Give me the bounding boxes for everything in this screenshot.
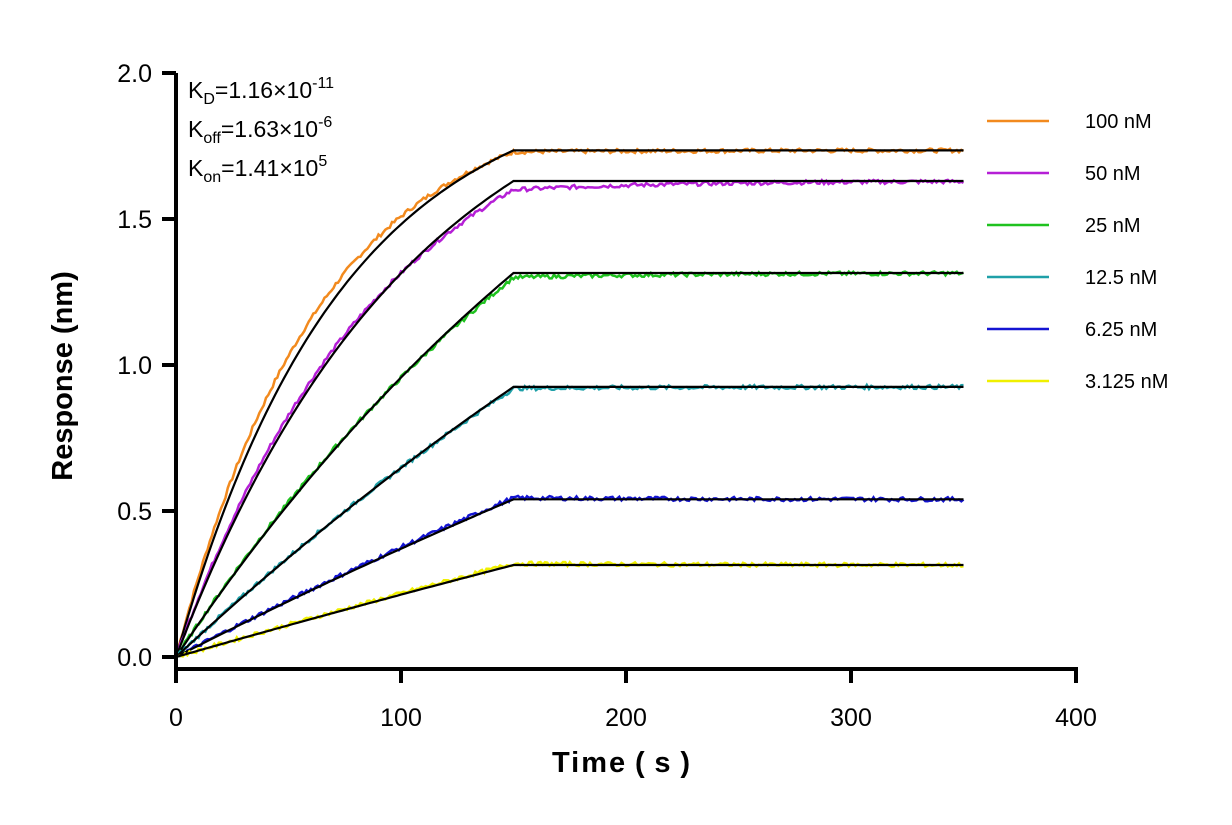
legend-label-3: 25 nM	[1085, 215, 1141, 237]
y-tick-label: 0.5	[117, 498, 152, 526]
legend-label-4: 12.5 nM	[1085, 267, 1157, 289]
x-tick-label: 400	[1055, 704, 1097, 732]
series-line-6	[175, 560, 964, 659]
legend-label-5: 6.25 nM	[1085, 319, 1157, 341]
legend-label-1: 100 nM	[1085, 111, 1152, 133]
x-tick-label: 300	[830, 704, 872, 732]
y-tick-label: 1.5	[117, 206, 152, 234]
fit-line-3	[175, 271, 964, 658]
kinetic-constants-annotation: KD=1.16×10-11 Koff=1.63×10-6 Kon=1.41×105	[188, 75, 334, 186]
fit-line-6	[175, 563, 964, 659]
legend: 100 nM 50 nM 25 nM 12.5 nM 6.25 nM 3.125 nM	[987, 111, 1168, 393]
fit-line-2	[174, 179, 964, 658]
series-line-2	[174, 177, 965, 658]
x-tick-label: 0	[169, 704, 183, 732]
x-tick-label: 100	[380, 704, 422, 732]
series-line-1	[174, 147, 965, 658]
y-axis-title: Response (nm)	[47, 271, 79, 480]
data-layer	[174, 147, 965, 659]
fit-line-1	[174, 149, 964, 658]
x-tick-label: 200	[605, 704, 647, 732]
annotation-kon: Kon=1.41×105	[188, 153, 327, 186]
y-tick-label: 1.0	[117, 352, 152, 380]
annotation-koff: Koff=1.63×10-6	[188, 114, 332, 147]
x-axis-title: Time ( s )	[552, 747, 692, 779]
legend-label-6: 3.125 nM	[1085, 371, 1168, 393]
series-line-5	[175, 494, 965, 659]
series-line-4	[174, 382, 964, 658]
y-tick-label: 0.0	[117, 644, 152, 672]
axes-layer: 0.0 0.5 1.0 1.5 2.0 0 100 200 300 400	[117, 60, 1097, 732]
annotation-kd: KD=1.16×10-11	[188, 75, 334, 108]
legend-label-2: 50 nM	[1085, 163, 1141, 185]
fit-line-5	[175, 498, 964, 658]
y-tick-label: 2.0	[117, 60, 152, 88]
fit-line-4	[175, 385, 964, 658]
